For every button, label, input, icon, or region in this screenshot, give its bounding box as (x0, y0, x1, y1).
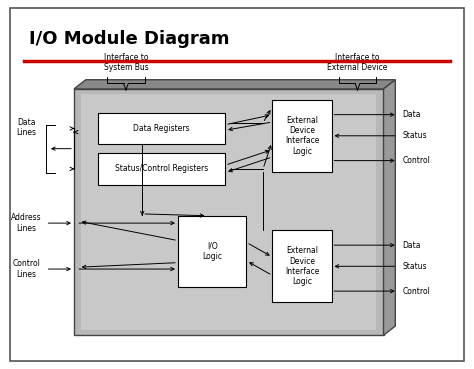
Text: Address
Lines: Address Lines (11, 213, 42, 233)
Text: Control
Lines: Control Lines (13, 259, 41, 279)
Text: I/O Module Diagram: I/O Module Diagram (29, 30, 229, 48)
Text: Status: Status (402, 131, 427, 140)
Text: External
Device
Interface
Logic: External Device Interface Logic (285, 116, 319, 156)
Bar (273, 100, 331, 172)
Text: Control: Control (402, 156, 430, 165)
Bar (81, 94, 376, 330)
Bar (74, 89, 383, 335)
Text: Data: Data (402, 241, 421, 250)
Text: Control: Control (402, 287, 430, 296)
Text: Data Registers: Data Registers (133, 124, 190, 133)
Text: Status/Control Registers: Status/Control Registers (115, 164, 208, 173)
Text: Data
Lines: Data Lines (17, 118, 36, 137)
Text: Data: Data (402, 110, 421, 119)
Bar (98, 113, 225, 144)
Polygon shape (383, 80, 395, 335)
Bar (98, 153, 225, 184)
Bar (178, 216, 246, 287)
Text: Status: Status (402, 262, 427, 271)
Text: I/O
Logic: I/O Logic (202, 242, 222, 261)
Text: Interface to
System Bus: Interface to System Bus (103, 53, 148, 72)
Text: External
Device
Interface
Logic: External Device Interface Logic (285, 246, 319, 286)
Text: .
.
.: . . . (301, 183, 305, 216)
Bar (273, 231, 331, 302)
Text: Interface to
External Device: Interface to External Device (328, 53, 388, 72)
Polygon shape (74, 80, 395, 89)
